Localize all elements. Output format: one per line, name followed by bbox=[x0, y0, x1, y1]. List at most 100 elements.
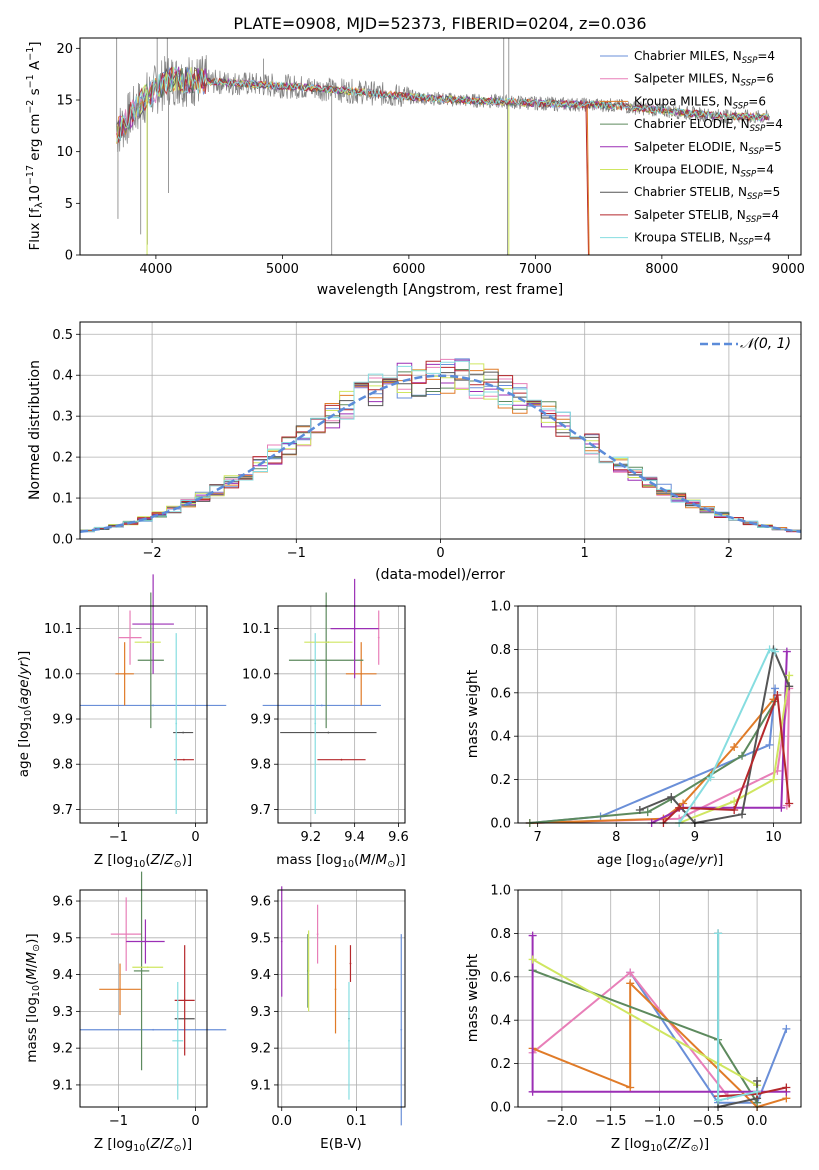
x-tick-label: 0 bbox=[436, 546, 444, 561]
weight-marker bbox=[769, 775, 778, 784]
model-spectrum-salpeter-stelib bbox=[116, 66, 769, 143]
legend-label-chabrier-miles: Chabrier MILES, NSSP=4 bbox=[634, 49, 775, 66]
y-tick-label: 0.4 bbox=[52, 369, 73, 384]
normal-curve bbox=[80, 374, 801, 534]
x-tick-label: 0.1 bbox=[346, 1114, 367, 1129]
z-weight-panel: −2.0 −1.5 −1.0 −0.5 0.0 0.0 0.2 0.4 0.6 0.8 1.0 Z… bbox=[465, 884, 802, 1154]
data-point bbox=[149, 659, 152, 662]
legend-label-main: Salpeter ELODIE, N bbox=[634, 140, 748, 154]
y-tick-label: 20 bbox=[56, 42, 73, 57]
y-tick-label: 9.5 bbox=[250, 931, 271, 946]
legend-label-tail: =4 bbox=[765, 117, 783, 131]
data-point bbox=[360, 672, 363, 675]
data-point bbox=[123, 672, 126, 675]
spectrum-legend: Chabrier MILES, NSSP=4 Salpeter MILES, N S… bbox=[600, 49, 783, 248]
weight-marker bbox=[626, 1083, 635, 1092]
y-tick-label: 0.4 bbox=[490, 730, 511, 745]
x-tick-label: 7 bbox=[534, 830, 542, 845]
y-tick-label: 9.8 bbox=[52, 758, 73, 773]
y-tick-label: 9.8 bbox=[250, 758, 271, 773]
errorbar-chabrier-elodie bbox=[133, 871, 150, 1071]
histogram-steps bbox=[80, 358, 801, 534]
data-point bbox=[183, 999, 186, 1002]
weight-marker bbox=[626, 968, 635, 977]
data-point bbox=[175, 722, 178, 725]
errorbar-salpeter-elodie bbox=[126, 919, 165, 964]
spectrum-frame bbox=[79, 37, 802, 256]
x-tick-label: 8 bbox=[612, 830, 620, 845]
age-weight-plot-area bbox=[518, 605, 801, 827]
weight-series-kroupa-stelib bbox=[675, 645, 780, 827]
mass-age-y-ticks: 9.7 9.8 9.9 10.0 10.1 bbox=[242, 622, 278, 818]
y-tick-label: 0.2 bbox=[490, 1057, 511, 1072]
z-mass-y-ticks: 9.1 9.2 9.3 9.4 9.5 9.6 bbox=[52, 895, 80, 1093]
errorbar-kroupa-stelib bbox=[348, 981, 350, 1100]
z-mass-x-label: Z [log10(Z/Z⊙)] bbox=[94, 1136, 192, 1154]
x-tick-label: −2.0 bbox=[546, 1114, 578, 1129]
weight-marker bbox=[675, 803, 684, 812]
weight-marker bbox=[714, 929, 723, 938]
x-tick-label: −1 bbox=[109, 830, 128, 845]
y-tick-label: 9.2 bbox=[250, 1042, 271, 1057]
weight-marker bbox=[730, 805, 739, 814]
x-tick-label: −0.5 bbox=[693, 1114, 725, 1129]
weight-marker bbox=[528, 955, 537, 964]
legend-label-kroupa-stelib: Kroupa STELIB, NSSP=4 bbox=[634, 231, 771, 248]
y-tick-label: 0.0 bbox=[52, 533, 73, 548]
x-tick-label: 4000 bbox=[139, 262, 172, 277]
y-tick-label: 9.9 bbox=[250, 713, 271, 728]
z-mass-panel: −1 0 9.1 9.2 9.3 9.4 9.5 9.6 Z [log10(Z/Z⊙)] m… bbox=[24, 871, 227, 1154]
errorbar-salpeter-stelib bbox=[173, 758, 194, 761]
x-tick-label: −1 bbox=[287, 546, 306, 561]
legend-label-sub: SSP bbox=[733, 101, 749, 111]
x-tick-label: 0 bbox=[191, 830, 199, 845]
errorbar-salpeter-stelib bbox=[349, 945, 352, 982]
histogram-legend: 𝒩(0, 1) bbox=[700, 336, 791, 352]
y-tick-label: 0.3 bbox=[52, 410, 73, 425]
x-tick-label: 2 bbox=[725, 546, 733, 561]
data-point bbox=[377, 636, 380, 639]
legend-label-main: Kroupa STELIB, N bbox=[634, 231, 738, 245]
z-weight-x-label: Z [log10(Z/Z⊙)] bbox=[611, 1136, 709, 1154]
data-point bbox=[146, 966, 149, 969]
errorbar-kroupa-elodie bbox=[304, 641, 353, 644]
y-tick-label: 0.8 bbox=[490, 927, 511, 942]
weight-marker bbox=[765, 740, 774, 749]
z-weight-x-ticks: −2.0 −1.5 −1.0 −0.5 0.0 bbox=[546, 1107, 767, 1129]
weight-marker bbox=[782, 1024, 791, 1033]
y-tick-label: 9.6 bbox=[250, 895, 271, 910]
data-point bbox=[349, 962, 352, 965]
legend-label-sub: SSP bbox=[738, 238, 754, 248]
weight-marker bbox=[771, 647, 780, 656]
data-point bbox=[280, 940, 283, 943]
weight-marker bbox=[635, 805, 644, 814]
y-tick-label: 10.1 bbox=[44, 622, 73, 637]
y-tick-label: 0.5 bbox=[52, 328, 73, 343]
y-tick-label: 15 bbox=[56, 94, 73, 109]
histogram-salpeter-stelib bbox=[80, 360, 801, 534]
weight-line bbox=[678, 648, 776, 824]
mass-age-plot-area bbox=[262, 578, 405, 823]
data-point bbox=[325, 659, 328, 662]
weight-marker bbox=[738, 751, 747, 760]
spectrum-x-ticks: 4000 5000 6000 7000 8000 9000 bbox=[139, 255, 805, 277]
z-age-plot-area bbox=[80, 574, 227, 823]
x-tick-label: 0.0 bbox=[747, 1114, 768, 1129]
weight-marker bbox=[765, 645, 774, 654]
y-tick-label: 9.4 bbox=[52, 968, 73, 983]
y-tick-label: 9.5 bbox=[52, 931, 73, 946]
errorbar-kroupa-elodie bbox=[134, 641, 161, 644]
weight-marker bbox=[753, 1076, 762, 1085]
legend-label-tail: =4 bbox=[757, 49, 775, 63]
x-tick-label: 9.4 bbox=[344, 830, 365, 845]
x-tick-label: 0.0 bbox=[271, 1114, 292, 1129]
data-point bbox=[183, 758, 185, 761]
age-weight-x-label: age [log10(age/yr)] bbox=[597, 852, 723, 870]
errorbar-salpeter-miles bbox=[377, 610, 380, 665]
data-point bbox=[119, 988, 121, 991]
legend-label-main: Salpeter MILES, N bbox=[634, 72, 741, 86]
x-tick-label: 8000 bbox=[645, 262, 678, 277]
y-tick-label: 0.2 bbox=[52, 451, 73, 466]
data-point bbox=[152, 623, 155, 625]
